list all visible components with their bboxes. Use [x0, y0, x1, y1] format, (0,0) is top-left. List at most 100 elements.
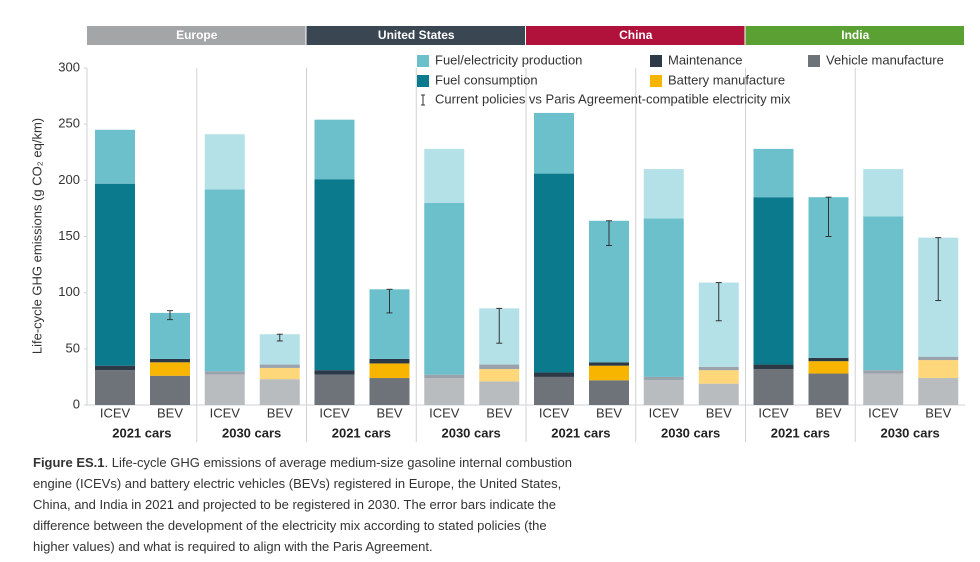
y-tick-label: 300 — [58, 59, 80, 74]
bar-segment — [534, 372, 574, 377]
x-tick-label: ICEV — [100, 405, 131, 420]
legend-swatch — [808, 55, 820, 67]
legend-label: Vehicle manufacture — [826, 52, 944, 67]
x-tick-label: BEV — [486, 405, 512, 420]
x-tick-label: BEV — [596, 405, 622, 420]
legend-label: Fuel/electricity production — [435, 52, 582, 67]
caption-text: difference between the development of th… — [33, 518, 547, 533]
bar-segment — [753, 364, 794, 370]
bar-segment — [424, 374, 465, 379]
caption-label: Figure ES.1 — [33, 455, 105, 470]
bar-segment — [698, 383, 739, 405]
bar-segment — [643, 169, 684, 219]
bar-segment — [534, 173, 574, 373]
legend-swatch — [417, 55, 429, 67]
legend-swatch — [417, 75, 429, 87]
group-label: 2030 cars — [222, 425, 281, 440]
bar-segment — [808, 361, 849, 374]
bar-segment — [314, 179, 355, 371]
group-label: 2030 cars — [441, 425, 500, 440]
region-band — [526, 26, 745, 45]
legend-label: Maintenance — [668, 52, 742, 67]
bar-segment — [698, 366, 739, 371]
bar-segment — [314, 374, 355, 405]
region-band — [306, 26, 525, 45]
caption-text: engine (ICEVs) and battery electric vehi… — [33, 476, 561, 491]
bar-segment — [589, 362, 629, 366]
bar-segment — [643, 380, 684, 405]
x-tick-label: BEV — [706, 405, 732, 420]
x-tick-label: BEV — [376, 405, 402, 420]
group-label: 2030 cars — [880, 425, 939, 440]
caption-text: higher values) and what is required to a… — [33, 539, 433, 554]
y-tick-label: 150 — [58, 228, 80, 243]
caption-text: . Life-cycle GHG emissions of average me… — [105, 455, 572, 470]
y-tick-label: 200 — [58, 172, 80, 187]
bar-segment — [589, 365, 629, 381]
error-bar — [715, 282, 722, 322]
region-label: United States — [378, 28, 455, 42]
bar-segment — [95, 183, 135, 366]
region-label: India — [841, 28, 869, 42]
error-bar — [167, 310, 173, 321]
bar-segment — [259, 364, 300, 368]
bar-segment — [863, 216, 904, 371]
bar-segment — [643, 218, 684, 377]
bar-segment — [150, 312, 190, 359]
x-tick-label: BEV — [815, 405, 841, 420]
x-tick-label: ICEV — [210, 405, 241, 420]
group-label: 2021 cars — [551, 425, 610, 440]
bar-segment — [479, 369, 520, 382]
bar-segment — [589, 380, 629, 405]
bar-segment — [314, 370, 355, 375]
y-tick-label: 250 — [58, 116, 80, 131]
error-bar — [606, 220, 612, 246]
bar-segment — [150, 375, 190, 405]
bar-segment — [863, 370, 904, 374]
x-tick-label: ICEV — [758, 405, 789, 420]
group-label: 2021 cars — [771, 425, 830, 440]
bar-segment — [918, 360, 959, 379]
y-tick-label: 100 — [58, 284, 80, 299]
legend-label: Battery manufacture — [668, 72, 785, 87]
bar-segment — [918, 356, 959, 361]
bar-segment — [643, 376, 684, 381]
y-tick-label: 50 — [66, 340, 80, 355]
error-bar — [825, 196, 832, 237]
x-tick-label: ICEV — [429, 405, 460, 420]
bar-segment — [698, 370, 739, 384]
bar-segment — [479, 364, 520, 370]
error-bar — [496, 307, 503, 344]
bar-segment — [479, 381, 520, 405]
bar-segment — [150, 358, 190, 363]
bar-segment — [753, 148, 794, 198]
bar-segment — [534, 376, 574, 405]
y-axis-label: Life-cycle GHG emissions (g CO₂ eq/km) — [29, 118, 44, 354]
legend-swatch — [650, 75, 662, 87]
bar-segment — [204, 134, 245, 190]
bar-segment — [918, 378, 959, 405]
group-label: 2021 cars — [332, 425, 391, 440]
bar-segment — [808, 357, 849, 362]
caption-line: China, and India in 2021 and projected t… — [33, 497, 556, 512]
caption-line: engine (ICEVs) and battery electric vehi… — [33, 476, 561, 491]
region-band — [87, 26, 306, 45]
bar-segment — [150, 362, 190, 376]
x-tick-label: ICEV — [868, 405, 899, 420]
x-tick-label: BEV — [157, 405, 183, 420]
x-tick-label: ICEV — [649, 405, 680, 420]
region-label: Europe — [176, 28, 218, 42]
bar-segment — [863, 373, 904, 405]
caption-line: Figure ES.1. Life-cycle GHG emissions of… — [33, 455, 572, 470]
bar-segment — [314, 119, 355, 180]
x-tick-label: BEV — [925, 405, 951, 420]
region-band — [745, 26, 964, 45]
bar-segment — [204, 374, 245, 405]
legend-label: Fuel consumption — [435, 72, 538, 87]
bar-segment — [369, 358, 410, 364]
bar-segment — [95, 129, 135, 184]
legend-swatch — [650, 55, 662, 67]
x-tick-label: ICEV — [539, 405, 570, 420]
caption-text: China, and India in 2021 and projected t… — [33, 497, 556, 512]
